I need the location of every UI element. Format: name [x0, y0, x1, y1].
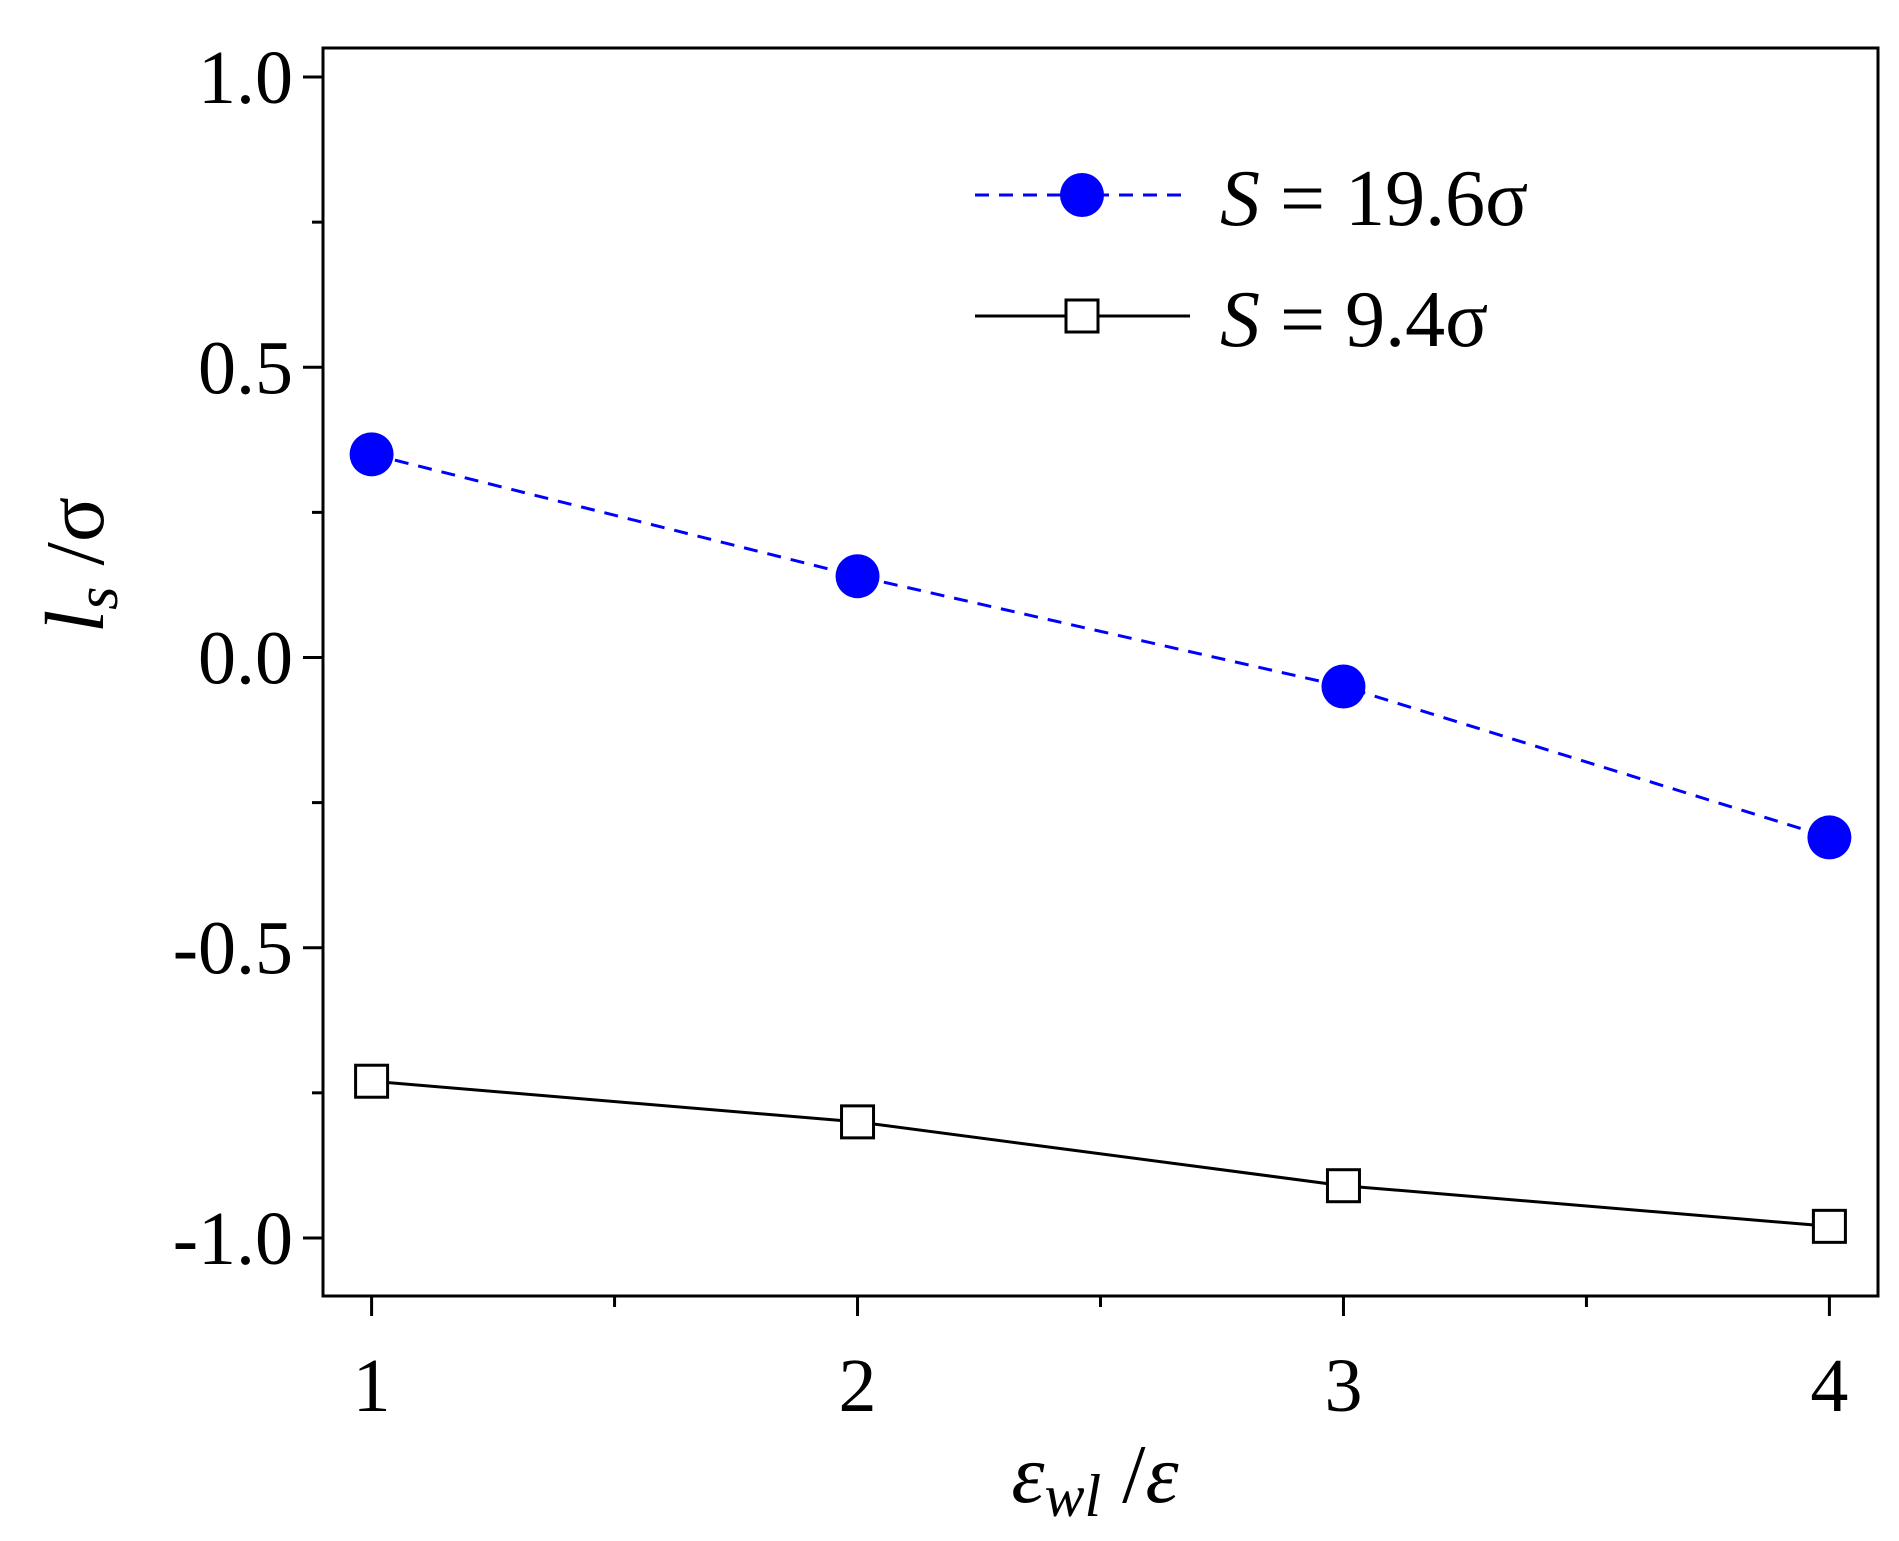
legend-marker-s19-6: [1060, 173, 1104, 217]
series-0-point-3: [1321, 664, 1366, 709]
y-axis-title: ls /σ: [29, 497, 130, 633]
series-layer: [349, 432, 1852, 1244]
x-tick-label-1: 1: [353, 1344, 391, 1428]
series-0-point-1: [349, 432, 394, 477]
y-title-main: l: [29, 610, 122, 633]
legend-label-s9-4: S = 9.4σ: [1220, 276, 1488, 364]
y-title-rest: /σ: [29, 497, 122, 587]
y-tick-label--0.5: -0.5: [173, 907, 293, 991]
series-0-point-2: [835, 554, 880, 599]
x-title-end: ε: [1146, 1428, 1180, 1521]
x-title-sub: wl: [1044, 1463, 1101, 1529]
y-tick-label--1.0: -1.0: [173, 1197, 293, 1281]
series-line-0: [371, 452, 1830, 839]
x-tick-label-3: 3: [1324, 1344, 1362, 1428]
legend-label-s9-4-symbol: S: [1220, 276, 1260, 364]
y-tick-label-0.0: 0.0: [198, 616, 293, 700]
tick-layer: 1 2 3 4 1.0 0.5 0.0 -0.5 -1.0: [173, 36, 1849, 1428]
x-title-rest: /: [1101, 1428, 1146, 1521]
series-1-point-1: [354, 1063, 390, 1099]
legend-label-s19-6-symbol: S: [1220, 155, 1260, 243]
legend: S = 19.6σ S = 9.4σ: [975, 155, 1528, 364]
x-tick-label-2: 2: [839, 1344, 877, 1428]
y-title-sub: s: [64, 586, 130, 609]
x-title-main: ε: [1011, 1428, 1045, 1521]
series-1-point-3: [1325, 1168, 1361, 1204]
plot-frame: [321, 46, 1880, 1298]
y-tick-label-1.0: 1.0: [198, 36, 293, 120]
legend-label-s19-6: S = 19.6σ: [1220, 155, 1528, 243]
series-line-1: [371, 1079, 1830, 1228]
y-tick-label-0.5: 0.5: [198, 326, 293, 410]
legend-marker-s9-4: [1064, 298, 1100, 334]
series-1-point-4: [1811, 1208, 1847, 1244]
x-axis-title: εwl /ε: [1011, 1428, 1179, 1529]
series-1-point-2: [840, 1104, 876, 1140]
legend-label-s19-6-rest: = 19.6σ: [1260, 155, 1528, 243]
legend-label-s9-4-rest: = 9.4σ: [1260, 276, 1488, 364]
series-0-point-4: [1807, 815, 1852, 860]
x-tick-label-4: 4: [1810, 1344, 1848, 1428]
